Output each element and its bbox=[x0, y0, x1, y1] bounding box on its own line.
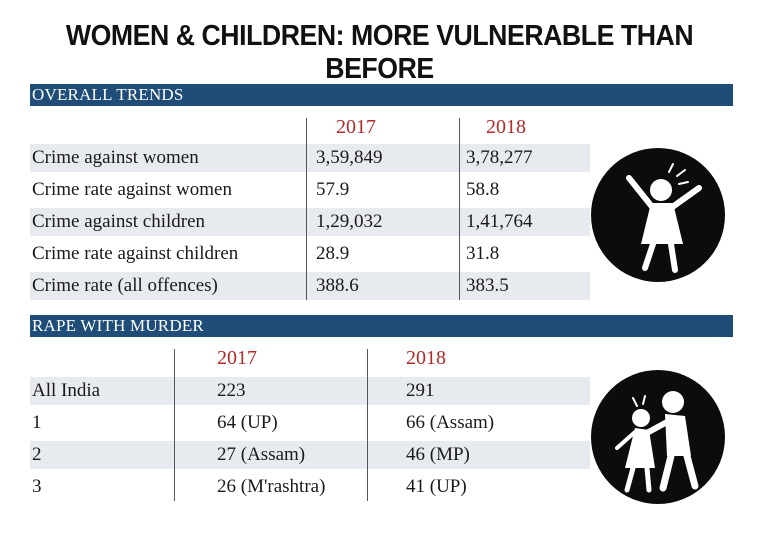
row-label: 2 bbox=[32, 444, 42, 465]
value-2017: 26 (M'rashtra) bbox=[217, 476, 326, 497]
row-label: 1 bbox=[32, 412, 42, 433]
column-divider bbox=[459, 118, 460, 300]
table-row: 3 26 (M'rashtra) 41 (UP) bbox=[30, 473, 590, 501]
table-row: Crime rate (all offences) 388.6 383.5 bbox=[30, 272, 590, 300]
value-2018: 291 bbox=[406, 380, 435, 401]
table-row: All India 223 291 bbox=[30, 377, 590, 405]
section-title: RAPE WITH MURDER bbox=[32, 316, 204, 335]
row-label: Crime rate (all offences) bbox=[32, 275, 218, 296]
table-row: Crime rate against children 28.9 31.8 bbox=[30, 240, 590, 268]
table-row: Crime against children 1,29,032 1,41,764 bbox=[30, 208, 590, 236]
column-header-2018: 2018 bbox=[486, 116, 526, 138]
table-row: 2 27 (Assam) 46 (MP) bbox=[30, 441, 590, 469]
value-2017: 27 (Assam) bbox=[217, 444, 306, 465]
section-title: OVERALL TRENDS bbox=[32, 85, 184, 104]
assault-figures-icon bbox=[591, 370, 725, 504]
value-2018: 66 (Assam) bbox=[406, 412, 495, 433]
row-label: 3 bbox=[32, 476, 42, 497]
value-2017: 388.6 bbox=[316, 275, 359, 296]
table-row: Crime against women 3,59,849 3,78,277 bbox=[30, 144, 590, 172]
value-2017: 223 bbox=[217, 380, 246, 401]
row-label: Crime rate against children bbox=[32, 243, 239, 264]
value-2017: 64 (UP) bbox=[217, 412, 278, 433]
row-label: Crime against women bbox=[32, 147, 199, 168]
value-2018: 1,41,764 bbox=[466, 211, 533, 232]
value-2017: 3,59,849 bbox=[316, 147, 383, 168]
section-header-rape-with-murder: RAPE WITH MURDER bbox=[30, 315, 733, 337]
infographic-title: WOMEN & CHILDREN: MORE VULNERABLE THAN B… bbox=[65, 20, 694, 85]
column-header-2017: 2017 bbox=[217, 347, 257, 369]
value-2018: 46 (MP) bbox=[406, 444, 470, 465]
value-2017: 28.9 bbox=[316, 243, 350, 264]
column-divider bbox=[367, 349, 368, 501]
row-label: Crime against children bbox=[32, 211, 206, 232]
row-label: Crime rate against women bbox=[32, 179, 232, 200]
value-2017: 1,29,032 bbox=[316, 211, 383, 232]
value-2018: 383.5 bbox=[466, 275, 509, 296]
value-2018: 41 (UP) bbox=[406, 476, 467, 497]
column-header-2018: 2018 bbox=[406, 347, 446, 369]
table-row: 1 64 (UP) 66 (Assam) bbox=[30, 409, 590, 437]
row-label: All India bbox=[32, 380, 101, 401]
value-2018: 3,78,277 bbox=[466, 147, 533, 168]
column-divider bbox=[306, 118, 307, 300]
section-header-overall-trends: OVERALL TRENDS bbox=[30, 84, 733, 106]
column-divider bbox=[174, 349, 175, 501]
table-row: Crime rate against women 57.9 58.8 bbox=[30, 176, 590, 204]
value-2017: 57.9 bbox=[316, 179, 350, 200]
value-2018: 58.8 bbox=[466, 179, 500, 200]
distressed-girl-icon bbox=[591, 148, 725, 282]
value-2018: 31.8 bbox=[466, 243, 500, 264]
column-header-2017: 2017 bbox=[336, 116, 376, 138]
